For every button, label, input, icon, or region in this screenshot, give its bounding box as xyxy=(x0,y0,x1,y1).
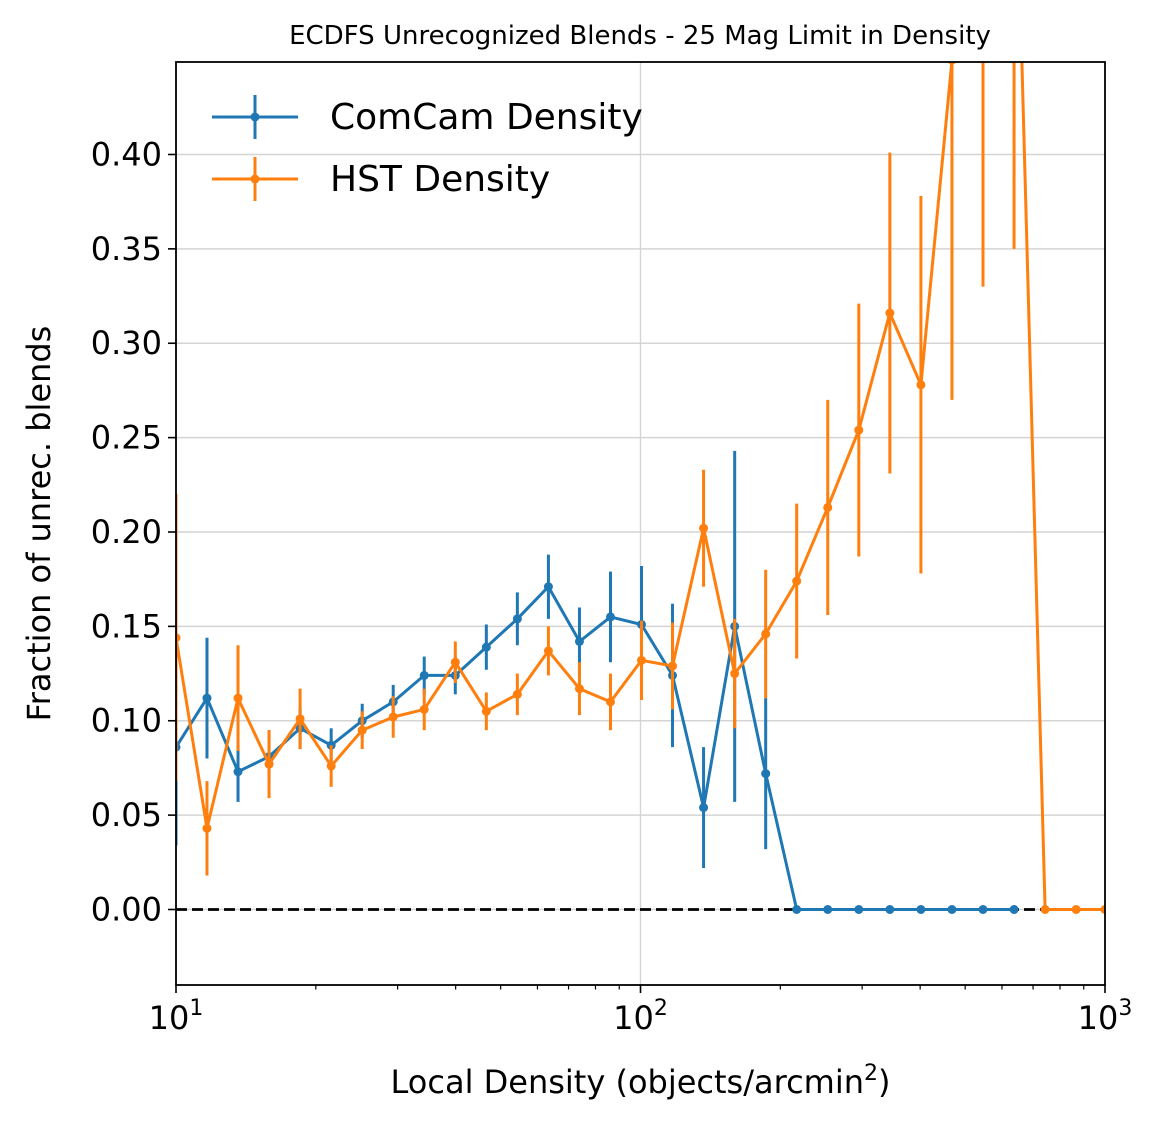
data-point xyxy=(233,767,243,777)
data-point xyxy=(543,582,553,592)
data-point xyxy=(730,669,740,679)
data-point xyxy=(264,759,274,769)
data-point xyxy=(388,712,398,722)
x-tick-exponent: 3 xyxy=(1118,996,1132,1021)
x-tick-label: 102 xyxy=(613,996,668,1037)
x-axis-label-superscript: 2 xyxy=(864,1061,878,1086)
data-point xyxy=(295,714,305,724)
y-tick-label: 0.35 xyxy=(91,230,162,268)
x-axis-label: Local Density (objects/arcmin2) xyxy=(391,1061,891,1101)
chart-title: ECDFS Unrecognized Blends - 25 Mag Limit… xyxy=(289,21,991,51)
data-point xyxy=(326,761,336,771)
legend: ComCam Density HST Density xyxy=(212,95,643,201)
data-point xyxy=(450,657,460,667)
data-point xyxy=(854,904,864,914)
data-point xyxy=(512,689,522,699)
data-point xyxy=(916,904,926,914)
y-axis-label: Fraction of unrec. blends xyxy=(20,326,58,722)
data-point xyxy=(637,655,647,665)
x-tick-base: 10 xyxy=(613,999,654,1037)
data-point xyxy=(1009,904,1019,914)
data-point xyxy=(947,62,957,65)
series-hst xyxy=(176,62,1105,914)
x-tick-exponent: 1 xyxy=(189,996,203,1021)
data-point xyxy=(419,704,429,714)
data-point xyxy=(419,670,429,680)
data-point xyxy=(1071,904,1081,914)
data-point xyxy=(481,706,491,716)
data-point xyxy=(1100,905,1105,914)
data-point xyxy=(823,502,833,512)
data-point xyxy=(574,636,584,646)
legend-label: ComCam Density xyxy=(330,97,643,138)
data-point xyxy=(885,904,895,914)
x-axis-label-end: ) xyxy=(878,1063,890,1101)
data-point xyxy=(1040,904,1050,914)
y-tick-label: 0.30 xyxy=(91,324,162,362)
data-point xyxy=(176,633,181,643)
data-point xyxy=(947,904,957,914)
x-tick-exponent: 2 xyxy=(654,996,668,1021)
data-point xyxy=(792,576,802,586)
data-point xyxy=(699,803,709,813)
data-point xyxy=(574,684,584,694)
y-tick-label: 0.40 xyxy=(91,135,162,173)
legend-marker xyxy=(250,112,260,122)
series-line xyxy=(176,585,1015,911)
data-point xyxy=(357,725,367,735)
data-point xyxy=(885,308,895,318)
data-point xyxy=(605,697,615,707)
series-comcam xyxy=(176,450,1019,914)
data-point xyxy=(823,904,833,914)
data-point xyxy=(854,425,864,435)
x-tick-base: 10 xyxy=(1078,999,1119,1037)
data-point xyxy=(761,769,771,779)
data-point xyxy=(481,642,491,652)
data-point xyxy=(792,904,802,914)
data-point xyxy=(512,614,522,624)
x-tick-base: 10 xyxy=(149,999,190,1037)
x-axis-ticks: 101 102 103 xyxy=(149,985,1133,1037)
plot-area xyxy=(176,62,1105,914)
legend-marker xyxy=(250,174,260,184)
data-point xyxy=(699,523,709,533)
data-point xyxy=(233,693,243,703)
data-point xyxy=(202,823,212,833)
x-axis-label-main: Local Density (objects/arcmin xyxy=(391,1063,864,1101)
legend-item: HST Density xyxy=(212,157,550,201)
data-point xyxy=(978,904,988,914)
y-tick-label: 0.20 xyxy=(91,513,162,551)
x-tick-label: 101 xyxy=(149,996,204,1037)
data-point xyxy=(668,661,678,671)
x-tick-label: 103 xyxy=(1078,996,1133,1037)
y-tick-label: 0.10 xyxy=(91,702,162,740)
data-point xyxy=(543,646,553,656)
y-tick-label: 0.05 xyxy=(91,796,162,834)
y-tick-label: 0.15 xyxy=(91,607,162,645)
y-tick-label: 0.00 xyxy=(91,890,162,928)
data-point xyxy=(202,693,212,703)
plot-series-layer xyxy=(176,62,1105,914)
legend-label: HST Density xyxy=(330,159,550,200)
data-point xyxy=(605,612,615,622)
data-point xyxy=(916,380,926,390)
legend-item: ComCam Density xyxy=(212,95,643,139)
data-point xyxy=(761,629,771,639)
y-axis-ticks: 0.00 0.05 0.10 0.15 0.20 0.25 0.30 0.35 0.40 xyxy=(91,135,176,928)
y-tick-label: 0.25 xyxy=(91,419,162,457)
gridlines xyxy=(175,62,1106,985)
